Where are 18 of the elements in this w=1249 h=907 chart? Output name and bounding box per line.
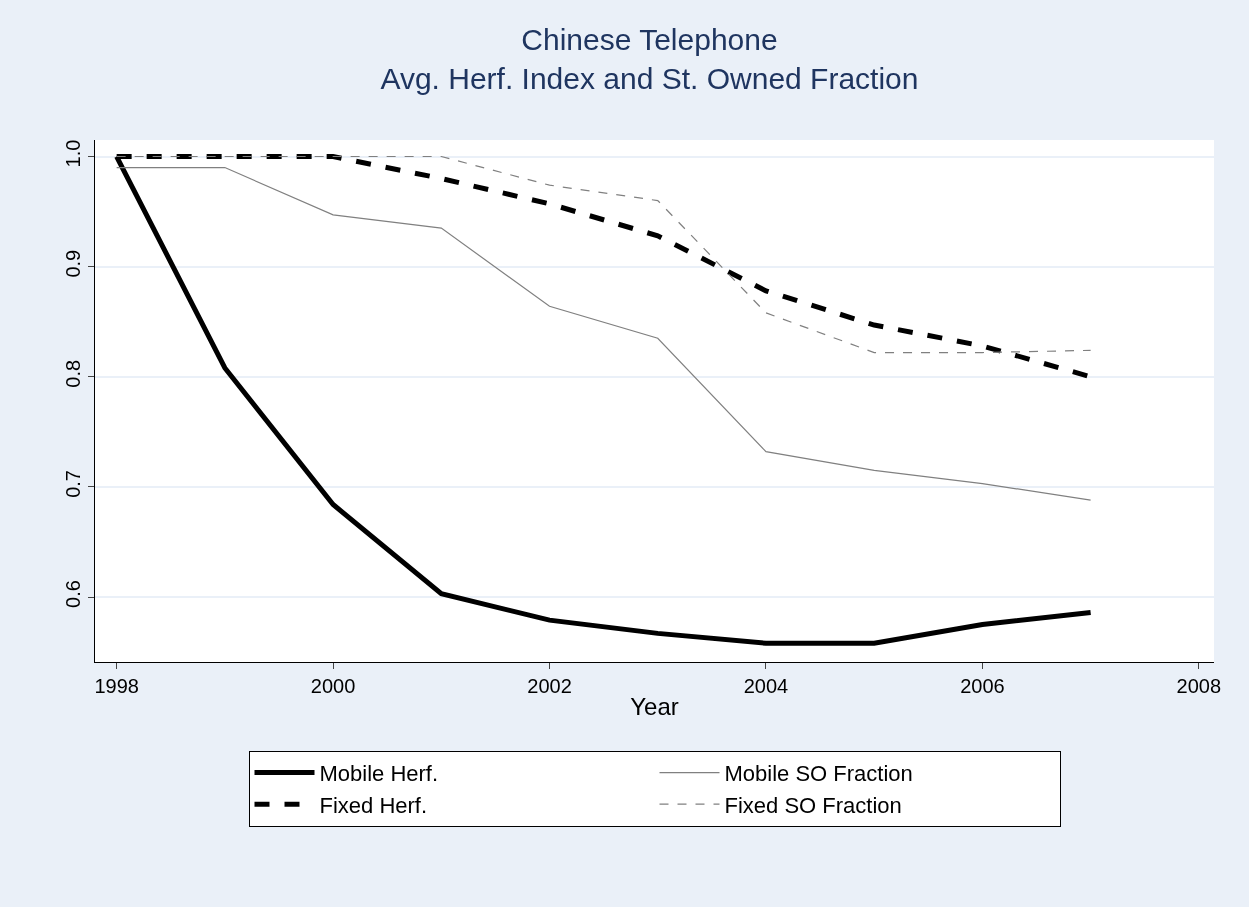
y-tick-label: 1.0 bbox=[62, 139, 84, 168]
legend-label: Fixed SO Fraction bbox=[724, 792, 902, 818]
x-tick-label: 2004 bbox=[743, 675, 789, 697]
y-tick-label: 0.6 bbox=[62, 580, 84, 608]
x-tick-label: 2006 bbox=[960, 675, 1005, 697]
legend-label: Mobile Herf. bbox=[319, 761, 439, 787]
legend-label: Fixed Herf. bbox=[319, 792, 428, 818]
x-axis-title: Year bbox=[630, 693, 679, 721]
y-tick-label: 0.7 bbox=[62, 469, 84, 498]
legend-label: Mobile SO Fraction bbox=[724, 761, 913, 787]
line-series bbox=[116, 166, 1092, 501]
x-tick-label: 1998 bbox=[94, 675, 139, 697]
x-tick-label: 2002 bbox=[527, 675, 572, 697]
y-tick-label: 0.9 bbox=[62, 249, 84, 278]
x-tick-label: 2008 bbox=[1176, 675, 1222, 697]
chart-title: Chinese Telephone Avg. Herf. Index and St. Owned Fraction bbox=[380, 22, 919, 95]
x-tick-label: 2000 bbox=[310, 675, 356, 697]
y-tick-label: 0.8 bbox=[62, 359, 84, 388]
